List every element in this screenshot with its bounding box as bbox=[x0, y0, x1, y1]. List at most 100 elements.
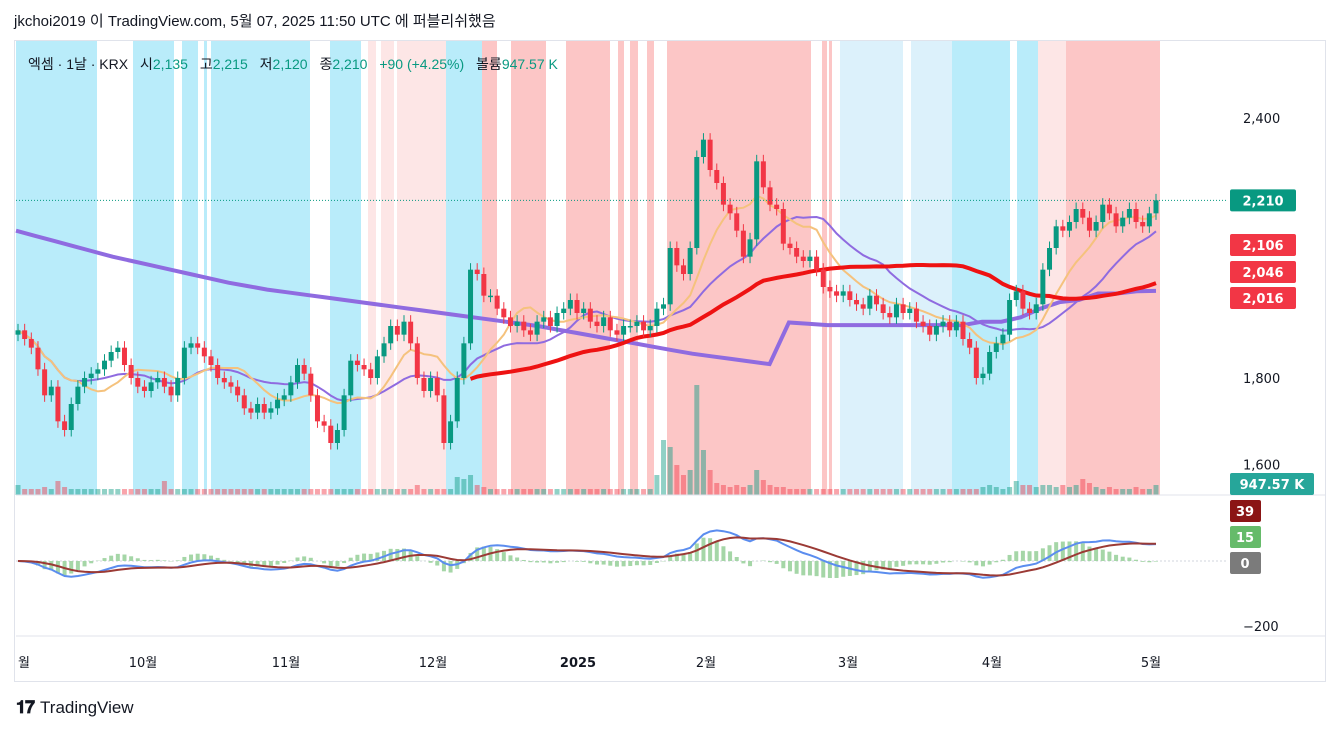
volume-bar bbox=[421, 489, 427, 495]
chart-frame bbox=[14, 40, 1326, 682]
volume-bar bbox=[780, 487, 786, 495]
candle-body bbox=[1053, 226, 1059, 248]
candle bbox=[434, 371, 440, 402]
tradingview-logo-icon: 𝟏𝟕 bbox=[16, 697, 35, 717]
macd-histogram-bar bbox=[601, 561, 606, 565]
macd-histogram-bar bbox=[921, 561, 926, 565]
candle bbox=[860, 297, 866, 316]
volume-bar bbox=[75, 489, 81, 495]
candle bbox=[1060, 219, 1066, 238]
volume-bar bbox=[221, 489, 227, 495]
volume-bar bbox=[514, 489, 520, 495]
candle-body bbox=[281, 395, 287, 400]
candle-body bbox=[121, 347, 127, 365]
volume-bar bbox=[121, 489, 127, 495]
volume-bar bbox=[1093, 487, 1099, 495]
volume-bar bbox=[1047, 485, 1053, 495]
candle bbox=[188, 336, 194, 355]
macd-histogram-bar bbox=[355, 554, 360, 561]
volume-bar bbox=[1126, 489, 1132, 495]
macd-histogram-bar bbox=[728, 551, 733, 561]
volume-bar bbox=[314, 489, 320, 495]
volume-bar bbox=[847, 489, 853, 495]
candle-body bbox=[621, 326, 627, 335]
macd-histogram-bar bbox=[42, 561, 47, 570]
candle bbox=[654, 302, 660, 333]
volume-bar bbox=[694, 385, 700, 495]
candle bbox=[115, 341, 121, 359]
candle-body bbox=[933, 326, 939, 335]
candle bbox=[428, 371, 434, 398]
volume-bar bbox=[1153, 485, 1159, 495]
volume-bar bbox=[348, 489, 354, 495]
candle bbox=[481, 267, 487, 303]
candle bbox=[368, 362, 374, 385]
candle-body bbox=[1140, 222, 1146, 227]
macd-histogram-bar bbox=[308, 557, 313, 561]
candle bbox=[574, 293, 580, 320]
volume-bar bbox=[401, 489, 407, 495]
candle-body bbox=[348, 360, 354, 396]
macd-histogram-bar bbox=[102, 558, 107, 561]
candle bbox=[933, 319, 939, 342]
candle-body bbox=[195, 343, 201, 348]
candle-body bbox=[747, 239, 753, 257]
candle bbox=[667, 241, 673, 311]
candle bbox=[514, 315, 520, 333]
candle bbox=[421, 371, 427, 398]
candle-body bbox=[155, 378, 161, 383]
candle bbox=[754, 154, 760, 246]
volume-bar bbox=[740, 487, 746, 495]
volume-bar bbox=[860, 489, 866, 495]
candle bbox=[920, 315, 926, 333]
candle-body bbox=[840, 291, 846, 296]
candle bbox=[794, 241, 800, 264]
time-tick-label: 2월 bbox=[696, 656, 716, 671]
ma-short-line bbox=[17, 194, 1157, 405]
candle bbox=[148, 375, 154, 398]
volume-bar bbox=[408, 489, 414, 495]
macd-histogram-bar bbox=[628, 561, 633, 566]
volume-bar bbox=[208, 489, 214, 495]
macd-histogram-bar bbox=[927, 561, 932, 565]
volume-bar bbox=[947, 489, 953, 495]
candle bbox=[474, 263, 480, 281]
signal-region bbox=[397, 41, 446, 495]
volume-bar bbox=[488, 489, 494, 495]
macd-histogram-bar bbox=[75, 561, 80, 571]
volume-bar bbox=[35, 489, 41, 495]
candle-body bbox=[787, 243, 793, 248]
candle bbox=[1040, 263, 1046, 311]
publish-header: jkchoi2019 이 TradingView.com, 5월 07, 202… bbox=[14, 13, 496, 30]
volume-bar bbox=[987, 485, 993, 495]
candles bbox=[15, 133, 1159, 450]
volume-bar bbox=[308, 489, 314, 495]
tradingview-footer[interactable]: 𝟏𝟕 TradingView bbox=[16, 697, 134, 718]
candle bbox=[468, 263, 474, 350]
volume-bar bbox=[767, 485, 773, 495]
macd-histogram-bar bbox=[69, 561, 74, 574]
candle-body bbox=[727, 204, 733, 214]
candle bbox=[534, 315, 540, 342]
macd-histogram-bar bbox=[142, 559, 147, 561]
candle bbox=[42, 362, 48, 402]
macd-histogram-bar bbox=[1140, 561, 1145, 562]
volume-bar bbox=[574, 489, 580, 495]
candle-body bbox=[581, 308, 587, 313]
candle-body bbox=[634, 321, 640, 326]
candle bbox=[774, 198, 780, 216]
macd-histogram-bar bbox=[575, 561, 580, 562]
candle bbox=[854, 293, 860, 311]
volume-bar bbox=[1053, 487, 1059, 495]
candle-body bbox=[474, 269, 480, 274]
volume-bar bbox=[328, 489, 334, 495]
candle bbox=[973, 341, 979, 385]
macd-histogram-bar bbox=[1134, 559, 1139, 561]
volume-bar bbox=[301, 489, 307, 495]
macd-histogram-bar bbox=[189, 554, 194, 561]
candle-body bbox=[507, 317, 513, 326]
macd-histogram-bar bbox=[967, 561, 972, 563]
candle bbox=[1047, 241, 1053, 277]
candle-body bbox=[987, 352, 993, 374]
